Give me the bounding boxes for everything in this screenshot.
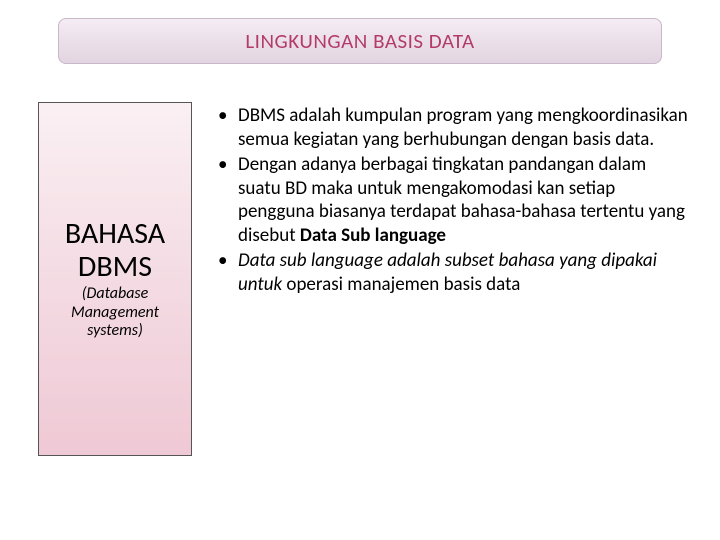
left-panel: BAHASA DBMS (Database Management systems… [38, 102, 192, 456]
bullet-item-3: Data sub language adalah subset bahasa y… [208, 249, 690, 296]
bullet-1-text: DBMS adalah kumpulan program yang mengko… [238, 104, 688, 151]
left-title: BAHASA DBMS [65, 217, 165, 283]
bullet-list: DBMS adalah kumpulan program yang mengko… [208, 104, 690, 296]
left-subtitle-line3: systems) [87, 321, 143, 340]
bullet-content: DBMS adalah kumpulan program yang mengko… [208, 104, 690, 298]
header-title: LINGKUNGAN BASIS DATA [245, 28, 474, 54]
left-subtitle-line2: Management [71, 303, 159, 322]
left-title-line2: DBMS [78, 248, 152, 285]
bullet-item-1: DBMS adalah kumpulan program yang mengko… [208, 104, 690, 151]
bullet-item-2: Dengan adanya berbagai tingkatan pandang… [208, 153, 690, 247]
left-title-line1: BAHASA [65, 215, 165, 252]
bullet-3-plain: operasi manajemen basis data [286, 273, 520, 296]
left-subtitle: (Database Management systems) [71, 285, 159, 340]
left-subtitle-line1: (Database [82, 284, 149, 303]
bullet-2-bold: Data Sub language [300, 224, 446, 247]
header-banner: LINGKUNGAN BASIS DATA [58, 18, 662, 64]
